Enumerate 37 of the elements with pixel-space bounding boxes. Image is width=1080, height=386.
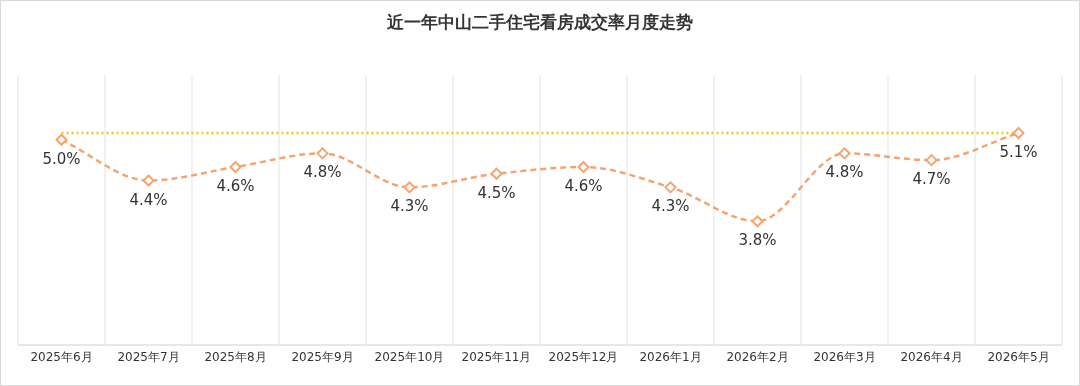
point	[142, 174, 155, 187]
point	[55, 133, 68, 146]
x-tick-label: 2025年10月	[374, 350, 445, 364]
point	[751, 215, 764, 228]
x-tick-label: 2026年2月	[726, 350, 789, 364]
data-label: 4.8%	[825, 163, 864, 182]
point	[1012, 126, 1025, 139]
data-label: 5.0%	[42, 149, 81, 168]
x-tick-label: 2025年7月	[117, 350, 180, 364]
data-label: 4.3%	[651, 197, 690, 216]
x-tick-label: 2026年5月	[987, 350, 1050, 364]
chart-title: 近一年中山二手住宅看房成交率月度走势	[386, 12, 693, 32]
point	[925, 154, 938, 167]
point	[316, 147, 329, 160]
x-tick-label: 2026年4月	[900, 350, 963, 364]
data-label: 4.7%	[912, 170, 951, 189]
point	[838, 147, 851, 160]
x-tick-label: 2025年9月	[291, 350, 354, 364]
data-label: 5.1%	[999, 142, 1038, 161]
point	[403, 181, 416, 194]
x-tick-label: 2025年12月	[548, 350, 619, 364]
point	[664, 181, 677, 194]
data-label: 4.8%	[303, 163, 342, 182]
data-label: 4.6%	[564, 176, 603, 195]
x-tick-label: 2025年8月	[204, 350, 267, 364]
point	[577, 160, 590, 173]
data-label: 4.4%	[129, 190, 168, 209]
x-tick-label: 2025年6月	[30, 350, 93, 364]
x-tick-label: 2025年11月	[461, 350, 532, 364]
data-label: 4.6%	[216, 176, 255, 195]
x-tick-label: 2026年3月	[813, 350, 876, 364]
data-label: 3.8%	[738, 231, 777, 250]
data-label: 4.5%	[477, 183, 516, 202]
point	[229, 160, 242, 173]
x-tick-label: 2026年1月	[639, 350, 702, 364]
point	[490, 167, 503, 180]
data-label: 4.3%	[390, 197, 429, 216]
